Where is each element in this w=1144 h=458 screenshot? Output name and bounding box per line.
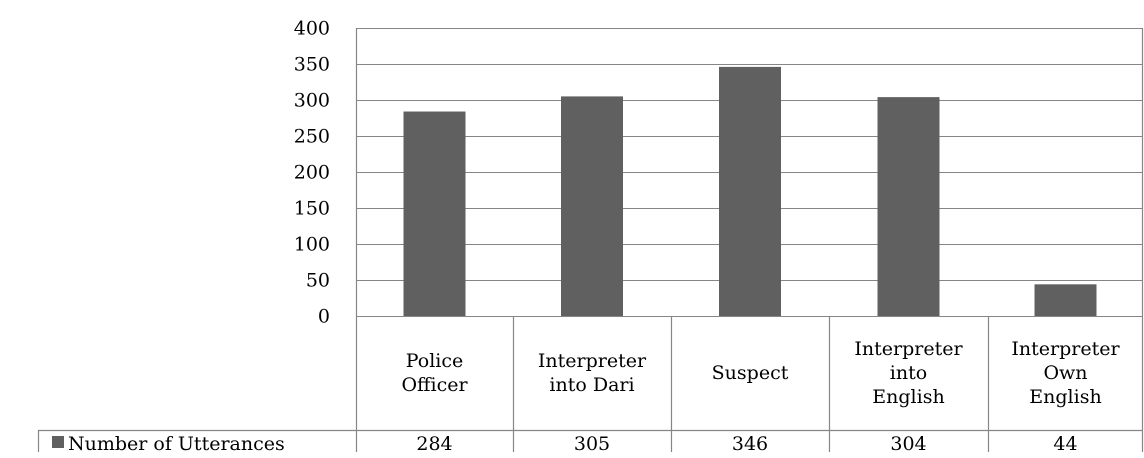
- data-label-4: 44: [1053, 433, 1077, 455]
- y-tick-label-400: 400: [294, 18, 330, 40]
- data-label-1: 305: [574, 433, 610, 455]
- category-label-3: Interpreter into English: [854, 338, 963, 408]
- category-label-1: Interpreter into Dari: [538, 350, 647, 396]
- bar-3: [877, 97, 940, 317]
- y-tick-label-300: 300: [294, 90, 330, 112]
- y-tick-label-250: 250: [294, 126, 330, 148]
- y-axis-ticks: 0 50 100 150 200 250 300 350 400: [294, 18, 330, 328]
- y-tick-label-150: 150: [294, 198, 330, 220]
- bar-0: [403, 111, 466, 317]
- data-label-2: 346: [732, 433, 768, 455]
- category-label-0: Police Officer: [401, 350, 468, 396]
- y-tick-label-100: 100: [294, 234, 330, 256]
- data-label-0: 284: [416, 433, 452, 455]
- data-table: Police Officer Interpreter into Dari Suspect…: [37, 316, 1143, 455]
- legend-key-square: [52, 436, 64, 448]
- y-tick-label-50: 50: [306, 270, 330, 292]
- bars: [403, 66, 1097, 317]
- bar-2: [719, 66, 781, 316]
- data-label-3: 304: [890, 433, 926, 455]
- category-label-2: Suspect: [712, 362, 789, 384]
- bar-1: [561, 96, 623, 317]
- bar-4: [1034, 284, 1097, 316]
- y-tick-label-0: 0: [318, 306, 330, 328]
- y-tick-label-200: 200: [294, 162, 330, 184]
- legend-series-name: Number of Utterances: [68, 433, 285, 455]
- category-label-4: Interpreter Own English: [1011, 338, 1120, 408]
- y-tick-label-350: 350: [294, 54, 330, 76]
